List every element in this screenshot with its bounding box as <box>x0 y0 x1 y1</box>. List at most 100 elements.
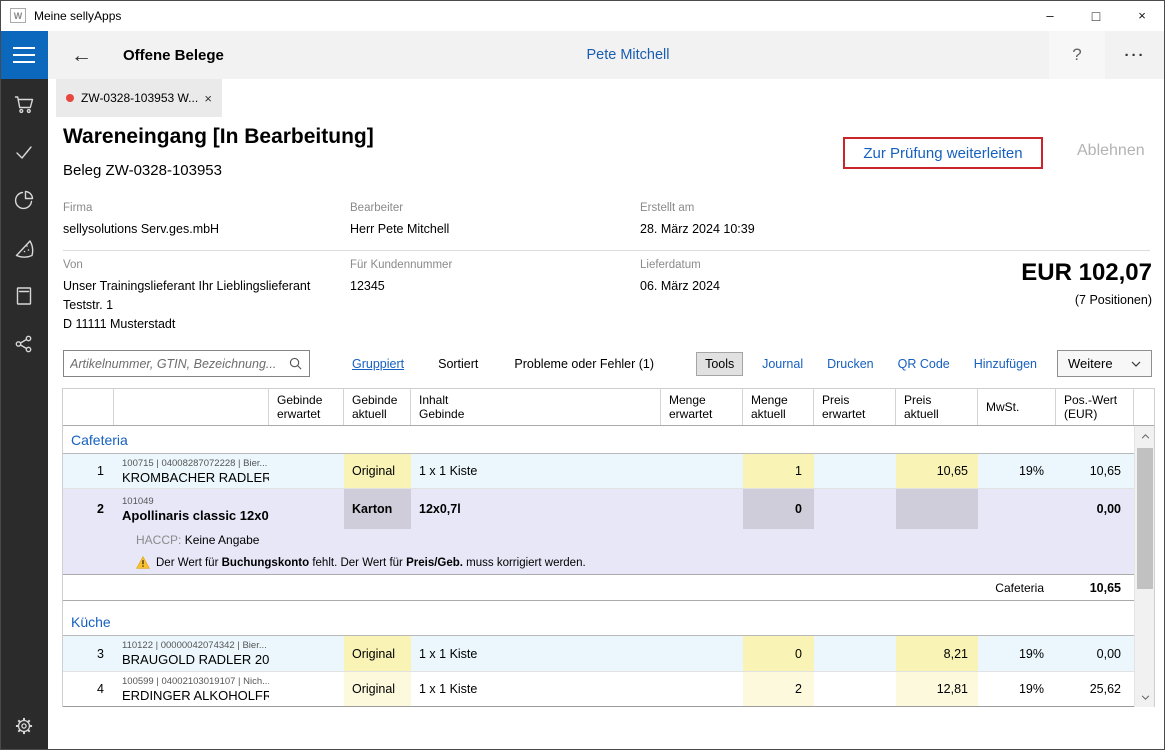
col-header-preis-erwartet: Preis erwartet <box>814 389 896 425</box>
gebinde-aktuell-cell[interactable]: Original <box>344 454 411 488</box>
gebinde-erwartet-cell <box>269 489 344 529</box>
inhalt-gebinde-cell: 1 x 1 Kiste <box>411 672 661 706</box>
mwst-cell: 19% <box>978 454 1056 488</box>
menge-aktuell-cell[interactable]: 0 <box>743 489 814 529</box>
drucken-link[interactable]: Drucken <box>827 357 874 371</box>
share-icon[interactable] <box>0 320 48 368</box>
chevron-down-icon <box>1131 361 1141 367</box>
preis-aktuell-cell[interactable]: 12,81 <box>896 672 978 706</box>
preis-aktuell-cell[interactable]: 8,21 <box>896 636 978 671</box>
document-tab[interactable]: ZW-0328-103953 W... × <box>56 79 222 117</box>
help-button[interactable]: ? <box>1049 31 1105 79</box>
bearbeiter-label: Bearbeiter <box>350 202 403 214</box>
menge-aktuell-cell[interactable]: 1 <box>743 454 814 488</box>
book-icon[interactable] <box>0 272 48 320</box>
preis-erwartet-cell <box>814 454 896 488</box>
maximize-button[interactable]: □ <box>1073 0 1119 31</box>
divider <box>63 250 1150 251</box>
gebinde-aktuell-cell[interactable]: Karton <box>344 489 411 529</box>
scrollbar-thumb[interactable] <box>1137 448 1153 589</box>
mwst-cell: 19% <box>978 636 1056 671</box>
preis-erwartet-cell <box>814 636 896 671</box>
col-header-mwst: MwSt. <box>978 389 1056 425</box>
subtotal-label: Cafeteria <box>63 575 1056 600</box>
vertical-scrollbar[interactable] <box>1134 426 1154 707</box>
kundennummer-label: Für Kundennummer <box>350 259 452 271</box>
user-name-link[interactable]: Pete Mitchell <box>586 47 669 63</box>
menge-aktuell-cell[interactable]: 2 <box>743 672 814 706</box>
table-row[interactable]: 1 100715 | 04008287072228 | Bier... KROM… <box>63 454 1134 489</box>
close-button[interactable]: × <box>1119 0 1165 31</box>
table-row-selected[interactable]: 2 101049 Apollinaris classic 12x0,... Ka… <box>63 489 1134 529</box>
col-header-gebinde-erwartet: Gebinde erwartet <box>269 389 344 425</box>
weitere-dropdown[interactable]: Weitere <box>1057 350 1152 377</box>
sortiert-link[interactable]: Sortiert <box>438 357 478 371</box>
article-code: 110122 | 00000042074342 | Bier... <box>122 640 267 651</box>
subtotal-value: 10,65 <box>1056 575 1134 600</box>
window-controls: – □ × <box>1027 0 1165 31</box>
row-number: 1 <box>63 454 114 488</box>
gebinde-aktuell-cell[interactable]: Original <box>344 672 411 706</box>
von-label: Von <box>63 259 83 271</box>
check-icon[interactable] <box>0 128 48 176</box>
search-icon <box>288 356 303 371</box>
scroll-up-icon[interactable] <box>1135 428 1155 444</box>
table-row[interactable]: 3 110122 | 00000042074342 | Bier... BRAU… <box>63 636 1134 672</box>
cart-icon[interactable] <box>0 80 48 128</box>
unsaved-dot-icon <box>66 94 74 102</box>
pizza-icon[interactable] <box>0 224 48 272</box>
table-row[interactable]: 4 100599 | 04002103019107 | Nich... ERDI… <box>63 672 1134 707</box>
col-header-preis-aktuell: Preis aktuell <box>896 389 978 425</box>
document-number: Beleg ZW-0328-103953 <box>63 162 222 179</box>
article-name: BRAUGOLD RADLER 20X... <box>122 652 269 667</box>
preis-aktuell-cell[interactable]: 10,65 <box>896 454 978 488</box>
erstellt-am-value: 28. März 2024 10:39 <box>640 220 755 239</box>
table-header-row: Gebinde erwartet Gebinde aktuell Inhalt … <box>63 389 1154 426</box>
minimize-button[interactable]: – <box>1027 0 1073 31</box>
reject-button[interactable]: Ablehnen <box>1077 142 1145 160</box>
app-header: ← Offene Belege Pete Mitchell ? ··· <box>0 31 1165 79</box>
mwst-cell <box>978 489 1056 529</box>
row-number: 4 <box>63 672 114 706</box>
gebinde-erwartet-cell <box>269 672 344 706</box>
journal-link[interactable]: Journal <box>762 357 803 371</box>
hinzufuegen-link[interactable]: Hinzufügen <box>974 357 1037 371</box>
probleme-link[interactable]: Probleme oder Fehler (1) <box>514 357 654 371</box>
kundennummer-value: 12345 <box>350 277 385 296</box>
col-header-article <box>114 389 269 425</box>
more-options-button[interactable]: ··· <box>1105 31 1165 79</box>
article-cell: 110122 | 00000042074342 | Bier... BRAUGO… <box>114 636 269 671</box>
title-bar: W Meine sellyApps – □ × <box>0 0 1165 31</box>
pos-wert-cell: 25,62 <box>1056 672 1134 706</box>
forward-for-review-button[interactable]: Zur Prüfung weiterleiten <box>843 137 1043 169</box>
gebinde-erwartet-cell <box>269 454 344 488</box>
col-header-menge-aktuell: Menge aktuell <box>743 389 814 425</box>
page-title: Offene Belege <box>123 47 224 64</box>
gebinde-aktuell-cell[interactable]: Original <box>344 636 411 671</box>
pos-wert-cell: 10,65 <box>1056 454 1134 488</box>
article-name: Apollinaris classic 12x0,... <box>122 508 269 523</box>
gruppiert-link[interactable]: Gruppiert <box>352 357 404 371</box>
menge-erwartet-cell <box>661 636 743 671</box>
search-input[interactable] <box>70 357 288 371</box>
back-arrow-icon[interactable]: ← <box>71 45 92 66</box>
erstellt-am-label: Erstellt am <box>640 202 694 214</box>
preis-aktuell-cell[interactable] <box>896 489 978 529</box>
hamburger-menu-icon[interactable] <box>0 31 48 79</box>
tab-close-icon[interactable]: × <box>198 91 212 106</box>
article-name: ERDINGER ALKOHOLFR 2... <box>122 688 269 703</box>
tab-label: ZW-0328-103953 W... <box>81 91 198 105</box>
warning-icon <box>136 556 150 569</box>
qr-code-link[interactable]: QR Code <box>898 357 950 371</box>
haccp-label: HACCP: <box>136 533 181 547</box>
inhalt-gebinde-cell: 1 x 1 Kiste <box>411 454 661 488</box>
total-amount: EUR 102,07 <box>1021 259 1152 287</box>
pie-chart-icon[interactable] <box>0 176 48 224</box>
menge-aktuell-cell[interactable]: 0 <box>743 636 814 671</box>
scroll-down-icon[interactable] <box>1135 689 1155 705</box>
menge-erwartet-cell <box>661 454 743 488</box>
search-box[interactable] <box>63 350 310 377</box>
gear-icon[interactable] <box>0 702 48 750</box>
von-value: Unser Trainingslieferant Ihr Lieblingsli… <box>63 277 310 334</box>
tools-button[interactable]: Tools <box>696 352 743 376</box>
